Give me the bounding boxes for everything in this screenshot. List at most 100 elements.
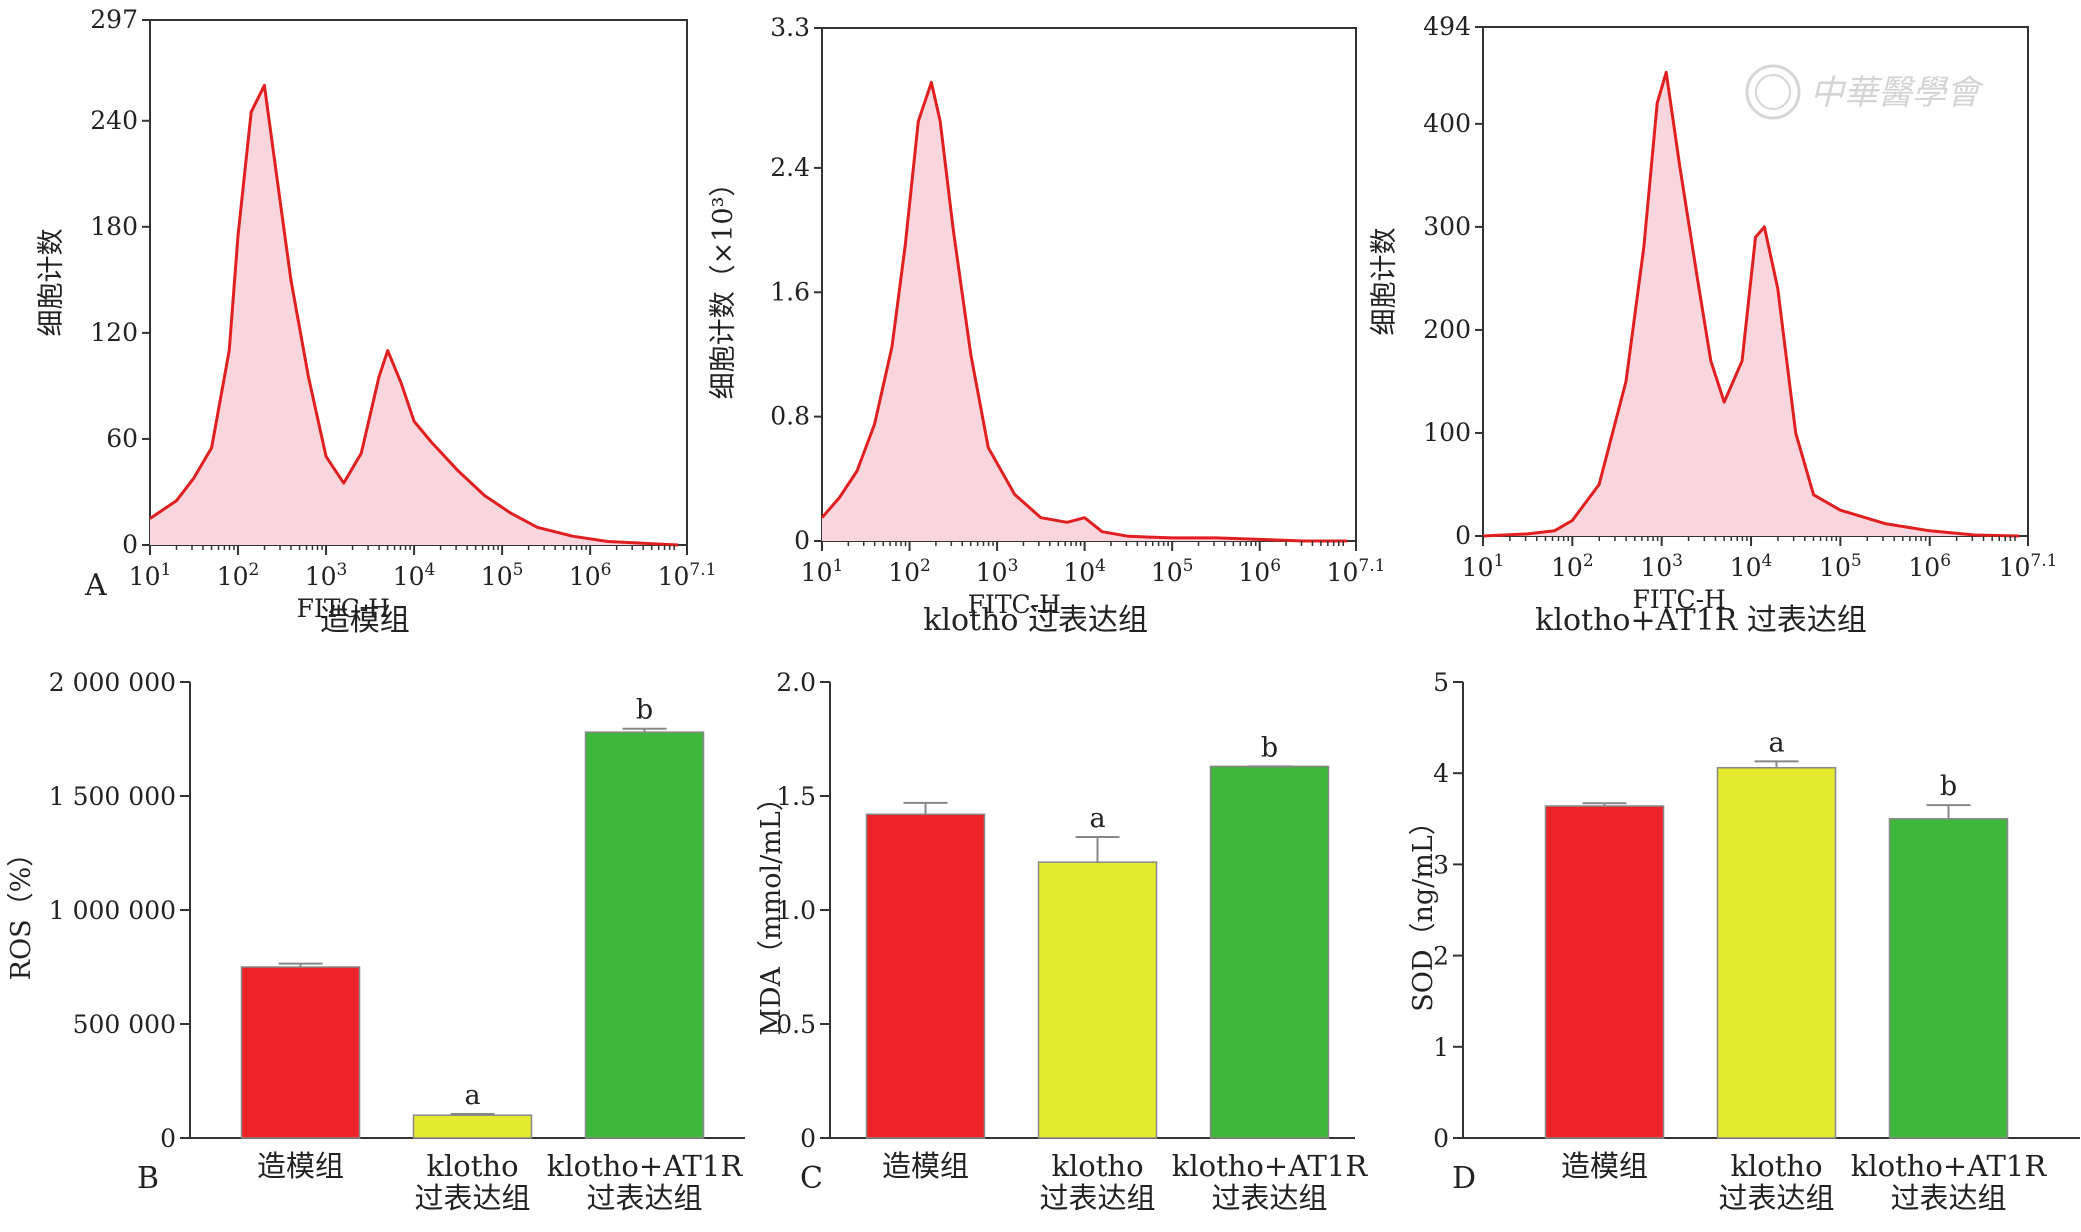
y-tick-label: 1 500 000 — [49, 782, 176, 811]
x-tick-label: 103 — [305, 560, 348, 591]
bar — [1037, 861, 1158, 1139]
significance-label: a — [1768, 727, 1784, 758]
y-axis-label: SOD（ng/mL） — [1408, 808, 1439, 1012]
y-tick-label: 3 — [1433, 850, 1449, 879]
category-label: 过表达组 — [1890, 1181, 2006, 1215]
category-label: klotho+AT1R — [1172, 1149, 1369, 1183]
x-tick-label: 104 — [393, 560, 436, 591]
x-tick-label: 107.1 — [658, 560, 717, 591]
y-tick-label: 2.0 — [776, 668, 816, 697]
x-tick-label: 103 — [1640, 551, 1683, 582]
category-label: klotho+AT1R — [547, 1149, 744, 1183]
category-label: 造模组 — [257, 1149, 344, 1183]
chart-hist1: 0 60 120 180 240 297 101 102 103 104 105 106 107.1 FI… — [36, 5, 716, 638]
x-tick-label: 101 — [801, 556, 844, 587]
category-label: 过表达组 — [1039, 1181, 1155, 1215]
y-axis-label: 细胞计数 — [36, 229, 67, 337]
y-tick-label: 200 — [1423, 315, 1471, 344]
x-tick-label: 106 — [1238, 556, 1281, 587]
watermark-text: 中華醫學會 — [1810, 73, 1985, 113]
y-tick-label: 494 — [1423, 12, 1471, 41]
y-tick-label: 400 — [1423, 109, 1471, 138]
significance-label: b — [1261, 732, 1278, 763]
y-axis-label: 细胞计数（×10³） — [708, 170, 739, 400]
panel-label: D — [1452, 1161, 1476, 1196]
y-tick-label: 1 — [1433, 1033, 1449, 1062]
y-tick-label: 60 — [106, 424, 138, 453]
y-tick-label: 0 — [1433, 1124, 1449, 1153]
bar — [584, 731, 705, 1139]
y-tick-label: 2 000 000 — [49, 668, 176, 697]
histogram-line — [820, 80, 1348, 543]
x-tick-label: 104 — [1063, 556, 1106, 587]
y-tick-label: 300 — [1423, 212, 1471, 241]
bar — [412, 1114, 533, 1139]
y-tick-label: 0.8 — [770, 402, 810, 431]
y-tick-label: 1 000 000 — [49, 896, 176, 925]
y-tick-label: 4 — [1433, 759, 1449, 788]
y-tick-label: 500 000 — [73, 1010, 176, 1039]
y-tick-label: 297 — [90, 5, 138, 34]
bar — [865, 813, 986, 1139]
category-label: 造模组 — [882, 1149, 969, 1183]
histogram-line — [1482, 70, 2020, 538]
y-tick-label: 1.0 — [776, 896, 816, 925]
y-tick-label: 100 — [1423, 418, 1471, 447]
y-tick-label: 0.5 — [776, 1010, 816, 1039]
histogram-line — [149, 83, 679, 547]
bar — [240, 966, 361, 1139]
category-label: 过表达组 — [1718, 1181, 1834, 1215]
y-tick-label: 180 — [90, 212, 138, 241]
watermark-seal-inner — [1755, 74, 1791, 110]
x-tick-label: 101 — [129, 560, 172, 591]
y-tick-label: 3.3 — [770, 13, 810, 42]
panel-label: C — [800, 1161, 823, 1196]
x-tick-label: 107.1 — [1327, 556, 1386, 587]
bar — [1544, 805, 1665, 1139]
x-tick-label: 103 — [976, 556, 1019, 587]
y-tick-label: 5 — [1433, 668, 1449, 697]
y-axis-label: 细胞计数 — [1369, 228, 1400, 336]
panel-label: A — [84, 568, 107, 603]
x-tick-label: 101 — [1462, 551, 1505, 582]
y-tick-label: 0 — [1455, 521, 1471, 550]
chart-caption: klotho+AT1R 过表达组 — [1535, 603, 1867, 638]
x-tick-label: 107.1 — [1999, 551, 2058, 582]
y-tick-label: 0 — [160, 1124, 176, 1153]
x-tick-label: 105 — [1819, 551, 1862, 582]
category-label: klotho — [1051, 1149, 1143, 1183]
y-tick-label: 0 — [794, 526, 810, 555]
bar — [1209, 765, 1330, 1139]
x-axis-label: FITC-H — [297, 594, 390, 623]
watermark: 中華醫學會 — [1745, 64, 1985, 120]
histogram-fill — [822, 82, 1348, 542]
bar — [1888, 818, 2009, 1139]
histogram-fill — [150, 85, 679, 546]
x-axis-label: FITC-H — [1633, 585, 1726, 614]
chart-hist2: 0 0.8 1.6 2.4 3.3 101 102 103 104 105 106 107.1 FITC… — [708, 13, 1385, 638]
x-tick-label: 105 — [481, 560, 524, 591]
significance-label: a — [464, 1080, 480, 1111]
significance-label: b — [1940, 771, 1957, 802]
category-label: 造模组 — [1561, 1149, 1648, 1183]
significance-label: a — [1089, 803, 1105, 834]
x-tick-label: 102 — [217, 560, 260, 591]
x-tick-label: 106 — [1908, 551, 1951, 582]
bar — [1716, 766, 1837, 1139]
panel-label: B — [137, 1161, 159, 1196]
category-label: klotho+AT1R — [1851, 1149, 2048, 1183]
chart-caption: klotho 过表达组 — [923, 603, 1148, 638]
histogram-fill — [1483, 72, 2020, 537]
y-tick-label: 1.5 — [776, 782, 816, 811]
y-tick-label: 240 — [90, 106, 138, 135]
x-tick-label: 104 — [1730, 551, 1773, 582]
category-label: klotho — [1730, 1149, 1822, 1183]
y-tick-label: 0 — [800, 1124, 816, 1153]
y-tick-label: 2 — [1433, 942, 1449, 971]
y-axis-label: ROS（%） — [6, 840, 37, 981]
x-tick-label: 102 — [888, 556, 931, 587]
chart-bar2: 00.51.01.52.0造模组aklotho过表达组bklotho+AT1R过… — [756, 668, 1368, 1215]
chart-hist3: 0 100 200 300 400 494 101 102 103 104 105 106 107.1 F… — [1369, 12, 2057, 638]
y-tick-label: 1.6 — [770, 277, 810, 306]
